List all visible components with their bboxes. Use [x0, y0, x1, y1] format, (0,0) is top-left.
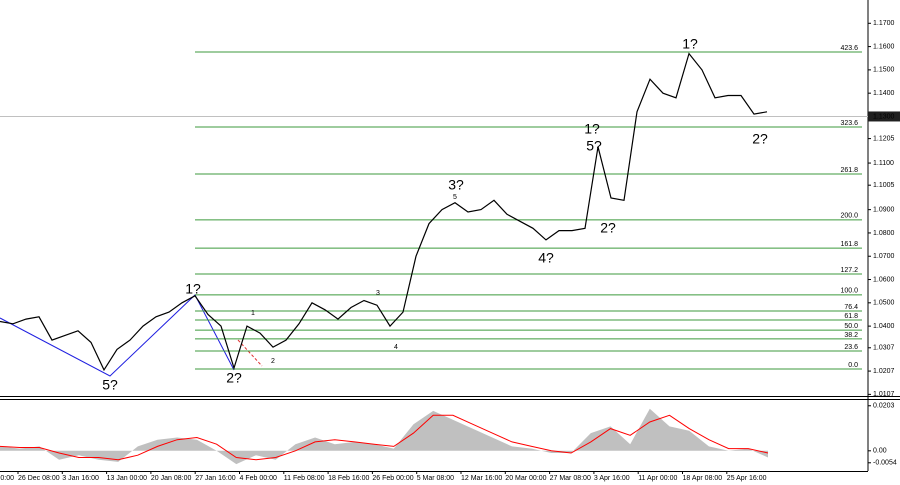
x-tick-label: 11 Feb 08:00: [284, 475, 325, 482]
y-tick-label: 1.0107: [873, 391, 895, 398]
osc-tick-label: 0.0203: [873, 403, 895, 410]
y-tick-label: 1.1100: [873, 160, 894, 167]
osc-tick-label: 0.00: [873, 448, 887, 455]
x-tick-label: 3 Apr 16:00: [594, 475, 630, 482]
y-tick-label: 1.1400: [873, 90, 895, 97]
wave-line: [237, 339, 263, 367]
x-tick-label: 13 Jan 00:00: [107, 475, 148, 482]
fib-label: 50.0: [844, 323, 858, 330]
x-tick-label: 27 Jan 16:00: [195, 475, 236, 482]
oscillator-signal: [0, 414, 769, 461]
y-tick-label: 1.0400: [873, 323, 895, 330]
fib-label: 0.0: [848, 362, 858, 369]
fib-label: 323.6: [840, 120, 858, 127]
x-tick-label: 20 Jan 08:00: [151, 475, 192, 482]
y-tick-label: 1.0600: [873, 276, 895, 283]
wave-label: 1?: [185, 281, 201, 297]
fib-label: 100.0: [840, 288, 858, 295]
wave-label: 1: [251, 310, 255, 317]
wave-label: 4: [394, 344, 398, 351]
fib-label: 161.8: [840, 241, 858, 248]
y-tick-label: 1.1205: [873, 135, 895, 142]
y-tick-label: 1.0207: [873, 368, 895, 375]
y-tick-label: 1.0307: [873, 345, 895, 352]
wave-label: 4?: [538, 250, 554, 266]
fib-label: 23.6: [844, 344, 858, 351]
wave-label: 5: [453, 194, 457, 201]
y-tick-label: 1.1600: [873, 43, 895, 50]
wave-label: 5?: [586, 138, 602, 154]
wave-label: 5?: [102, 377, 118, 393]
x-tick-label: 20 Mar 00:00: [505, 475, 546, 482]
wave-line: [0, 294, 235, 377]
x-tick-label: 27 Mar 08:00: [550, 475, 591, 482]
y-tick-label: 1.1700: [873, 20, 895, 27]
y-tick-label: 1.0800: [873, 230, 895, 237]
x-tick-label: 12 Mar 16:00: [461, 475, 502, 482]
fib-label: 200.0: [840, 213, 858, 220]
wave-label: 2?: [600, 220, 616, 236]
wave-label: 3?: [448, 177, 464, 193]
wave-label: 3: [376, 290, 380, 297]
osc-tick-label: -0.0054: [873, 460, 897, 467]
wave-label: 1?: [584, 121, 600, 137]
x-tick-label: 5 Mar 08:00: [417, 475, 454, 482]
fib-label: 61.8: [844, 313, 858, 320]
fib-label: 127.2: [840, 267, 858, 274]
y-tick-label: 1.0700: [873, 253, 895, 260]
x-tick-label: 25 Apr 16:00: [727, 475, 767, 482]
x-tick-label: 4 Feb 00:00: [240, 475, 277, 482]
wave-label: 2?: [226, 370, 242, 386]
x-tick-label: 26 Feb 00:00: [372, 475, 413, 482]
x-tick-label: 11 Apr 00:00: [638, 475, 677, 482]
wave-label: 1?: [682, 36, 698, 52]
x-tick-label: 3 Jan 16:00: [62, 475, 99, 482]
y-tick-label: 1.1500: [873, 67, 895, 74]
x-tick-label: 18 Apr 08:00: [683, 475, 723, 482]
price-line: [0, 52, 768, 372]
current-price-label: 1.1300: [873, 113, 895, 120]
wave-label: 2?: [752, 131, 768, 147]
fib-label: 423.6: [840, 45, 858, 52]
x-tick-label: 18 Feb 16:00: [328, 475, 369, 482]
y-tick-label: 1.0900: [873, 206, 895, 213]
x-tick-label: 26 Dec 08:00: [18, 475, 60, 482]
fib-label: 76.4: [844, 304, 858, 311]
y-tick-label: 1.0500: [873, 300, 895, 307]
fib-label: 38.2: [844, 332, 858, 339]
fib-label: 261.8: [840, 167, 858, 174]
wave-label: 2: [271, 358, 275, 365]
current-price-box: [868, 111, 900, 122]
x-tick-label: 0:00: [0, 475, 14, 482]
y-tick-label: 1.1005: [873, 182, 895, 189]
